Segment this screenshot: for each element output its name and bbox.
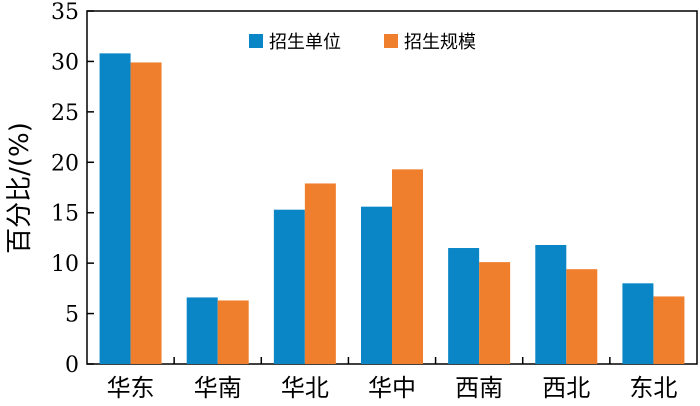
- x-category-label: 西南: [455, 374, 503, 402]
- y-tick-label: 35: [51, 0, 79, 25]
- legend-label: 招生规模: [404, 32, 476, 53]
- x-category-label: 西北: [542, 374, 590, 402]
- y-tick-label: 5: [65, 303, 79, 328]
- bar-scale: [392, 169, 423, 364]
- bar-scale: [217, 300, 249, 364]
- x-axis-labels: 华东 华南 华北 华中 西南 西北 东北: [107, 357, 677, 402]
- y-tick-label: 20: [51, 151, 79, 176]
- bar-scale: [479, 262, 511, 364]
- bars-group: [99, 53, 685, 365]
- bar-scale: [566, 269, 598, 364]
- bar-units: [622, 283, 654, 364]
- x-category-label: 华北: [281, 374, 329, 402]
- bar-units: [361, 206, 392, 364]
- legend-label: 招生单位: [269, 32, 341, 53]
- x-category-label: 华中: [368, 374, 416, 402]
- bar-units: [448, 248, 480, 364]
- bar-scale: [653, 296, 685, 364]
- x-category-label: 华南: [194, 374, 242, 402]
- bar-scale: [304, 183, 336, 364]
- bar-units: [186, 297, 218, 364]
- y-axis-title: 百分比/(%): [5, 122, 35, 254]
- y-tick-label: 10: [51, 252, 79, 277]
- bar-scale: [130, 62, 162, 365]
- bar-units: [273, 209, 305, 364]
- y-axis-ticks: 0 5 10 15 20 25 30 35: [51, 0, 94, 378]
- legend-swatch: [249, 34, 263, 48]
- x-category-label: 华东: [107, 374, 155, 402]
- y-tick-label: 30: [51, 50, 79, 75]
- legend: 招生单位 招生规模: [249, 32, 476, 53]
- y-tick-label: 0: [65, 353, 79, 378]
- x-category-label: 东北: [629, 374, 677, 402]
- y-tick-label: 15: [51, 202, 79, 227]
- legend-swatch: [384, 34, 398, 48]
- y-tick-label: 25: [51, 101, 79, 126]
- bar-units: [535, 244, 567, 364]
- bar-units: [99, 53, 131, 365]
